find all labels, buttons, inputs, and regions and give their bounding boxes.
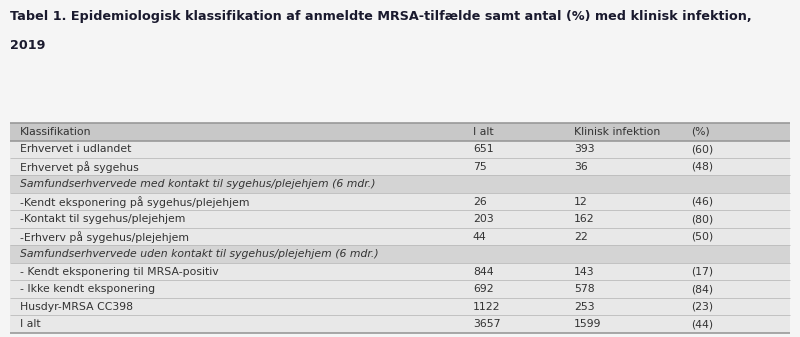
Text: (80): (80) — [691, 214, 714, 224]
Bar — [10, 245, 790, 263]
Text: (50): (50) — [691, 232, 714, 242]
Bar — [10, 211, 790, 228]
Bar — [10, 158, 790, 176]
Text: 651: 651 — [473, 144, 494, 154]
Text: I alt: I alt — [473, 127, 494, 137]
Text: -Kendt eksponering på sygehus/plejehjem: -Kendt eksponering på sygehus/plejehjem — [20, 196, 250, 208]
Bar — [10, 123, 790, 141]
Text: 692: 692 — [473, 284, 494, 294]
Text: (60): (60) — [691, 144, 714, 154]
Bar — [10, 298, 790, 315]
Text: Samfundserhvervede uden kontakt til sygehus/plejehjem (6 mdr.): Samfundserhvervede uden kontakt til syge… — [20, 249, 378, 259]
Text: 44: 44 — [473, 232, 486, 242]
Text: 2019: 2019 — [10, 39, 45, 52]
Text: 1122: 1122 — [473, 302, 500, 312]
Text: 1599: 1599 — [574, 319, 602, 329]
Text: 36: 36 — [574, 162, 588, 172]
Text: 162: 162 — [574, 214, 595, 224]
Bar — [10, 228, 790, 245]
Text: 22: 22 — [574, 232, 588, 242]
Bar — [10, 280, 790, 298]
Bar — [10, 263, 790, 280]
Text: 12: 12 — [574, 197, 588, 207]
Text: Klassifikation: Klassifikation — [20, 127, 91, 137]
Text: (84): (84) — [691, 284, 714, 294]
Text: (%): (%) — [691, 127, 710, 137]
Text: 203: 203 — [473, 214, 494, 224]
Text: -Erhverv på sygehus/plejehjem: -Erhverv på sygehus/plejehjem — [20, 231, 189, 243]
Text: (23): (23) — [691, 302, 714, 312]
Text: (48): (48) — [691, 162, 714, 172]
Text: (44): (44) — [691, 319, 714, 329]
Bar — [10, 176, 790, 193]
Text: (46): (46) — [691, 197, 714, 207]
Text: - Kendt eksponering til MRSA-positiv: - Kendt eksponering til MRSA-positiv — [20, 267, 218, 277]
Text: 393: 393 — [574, 144, 595, 154]
Text: 26: 26 — [473, 197, 486, 207]
Text: 75: 75 — [473, 162, 486, 172]
Text: Tabel 1. Epidemiologisk klassifikation af anmeldte MRSA-tilfælde samt antal (%) : Tabel 1. Epidemiologisk klassifikation a… — [10, 10, 751, 23]
Text: Erhvervet på sygehus: Erhvervet på sygehus — [20, 161, 138, 173]
Text: 3657: 3657 — [473, 319, 500, 329]
Text: Husdyr-MRSA CC398: Husdyr-MRSA CC398 — [20, 302, 133, 312]
Text: I alt: I alt — [20, 319, 41, 329]
Bar — [10, 315, 790, 333]
Text: Klinisk infektion: Klinisk infektion — [574, 127, 661, 137]
Bar — [10, 141, 790, 158]
Text: Erhvervet i udlandet: Erhvervet i udlandet — [20, 144, 131, 154]
Bar — [10, 193, 790, 211]
Text: 844: 844 — [473, 267, 494, 277]
Text: - Ikke kendt eksponering: - Ikke kendt eksponering — [20, 284, 155, 294]
Text: Samfundserhvervede med kontakt til sygehus/plejehjem (6 mdr.): Samfundserhvervede med kontakt til sygeh… — [20, 179, 375, 189]
Text: 253: 253 — [574, 302, 595, 312]
Text: (17): (17) — [691, 267, 714, 277]
Text: 143: 143 — [574, 267, 595, 277]
Text: -Kontakt til sygehus/plejehjem: -Kontakt til sygehus/plejehjem — [20, 214, 186, 224]
Text: 578: 578 — [574, 284, 595, 294]
